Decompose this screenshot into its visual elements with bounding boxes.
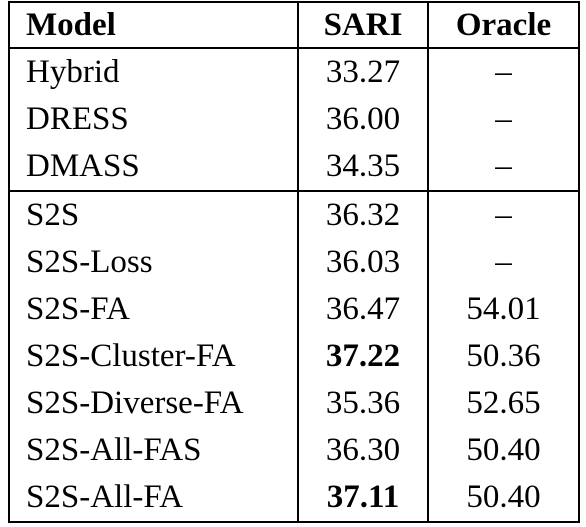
results-table: Model SARI Oracle Hybrid 33.27 – DRESS 3…	[8, 1, 580, 523]
oracle-cell: 54.01	[427, 286, 580, 333]
sari-cell: 37.22	[297, 333, 429, 380]
header-oracle: Oracle	[427, 1, 580, 49]
model-cell: S2S	[8, 190, 299, 239]
table-row: S2S-All-FA 37.11 50.40	[8, 474, 580, 523]
oracle-cell: –	[427, 96, 580, 143]
table-row: S2S-All-FAS 36.30 50.40	[8, 427, 580, 474]
sari-cell: 33.27	[297, 48, 429, 96]
model-cell: S2S-Loss	[8, 239, 299, 286]
sari-cell: 36.03	[297, 239, 429, 286]
oracle-cell: –	[427, 239, 580, 286]
oracle-cell: –	[427, 190, 580, 239]
model-cell: DMASS	[8, 143, 299, 191]
table-row: Hybrid 33.27 –	[8, 48, 580, 96]
sari-cell: 34.35	[297, 143, 429, 191]
sari-cell: 36.32	[297, 190, 429, 239]
table-row: DRESS 36.00 –	[8, 96, 580, 143]
oracle-cell: –	[427, 143, 580, 191]
model-cell: S2S-All-FA	[8, 474, 299, 523]
sari-cell: 36.00	[297, 96, 429, 143]
table-row: DMASS 34.35 –	[8, 143, 580, 191]
model-cell: S2S-All-FAS	[8, 427, 299, 474]
table-row: S2S-FA 36.47 54.01	[8, 286, 580, 333]
oracle-cell: 50.40	[427, 474, 580, 523]
model-cell: DRESS	[8, 96, 299, 143]
model-cell: S2S-Diverse-FA	[8, 380, 299, 427]
header-model: Model	[8, 1, 299, 49]
header-sari: SARI	[297, 1, 429, 49]
oracle-cell: 50.40	[427, 427, 580, 474]
sari-cell: 36.30	[297, 427, 429, 474]
table-row: S2S-Cluster-FA 37.22 50.36	[8, 333, 580, 380]
sari-cell: 36.47	[297, 286, 429, 333]
sari-cell: 37.11	[297, 474, 429, 523]
header-row: Model SARI Oracle	[8, 1, 580, 49]
oracle-cell: 50.36	[427, 333, 580, 380]
model-cell: Hybrid	[8, 48, 299, 96]
sari-cell: 35.36	[297, 380, 429, 427]
model-cell: S2S-Cluster-FA	[8, 333, 299, 380]
table-row: S2S-Diverse-FA 35.36 52.65	[8, 380, 580, 427]
model-cell: S2S-FA	[8, 286, 299, 333]
oracle-cell: 52.65	[427, 380, 580, 427]
oracle-cell: –	[427, 48, 580, 96]
table-row: S2S 36.32 –	[8, 190, 580, 239]
table-row: S2S-Loss 36.03 –	[8, 239, 580, 286]
